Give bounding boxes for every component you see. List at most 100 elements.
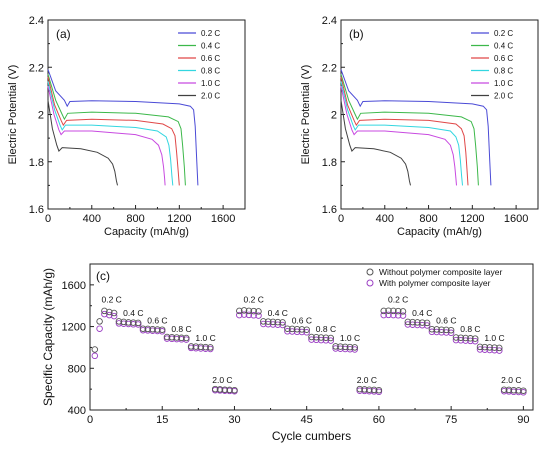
legend-label: 0.6 C [494, 54, 513, 63]
data-point [356, 385, 363, 393]
series-line-06c [340, 76, 469, 186]
series-line-04c [340, 74, 479, 186]
data-point [486, 344, 493, 351]
data-point [510, 386, 517, 394]
data-point [414, 319, 421, 326]
data-point [433, 326, 440, 333]
data-point [91, 352, 99, 360]
x-tick-label: 45 [301, 414, 313, 426]
data-point [298, 326, 306, 333]
series-line-06c [47, 76, 180, 186]
x-tick-label: 0 [338, 213, 344, 225]
y-tick-label: 1.6 [29, 204, 44, 216]
x-tick-label: 1600 [504, 213, 528, 225]
data-point [173, 334, 180, 341]
data-point [231, 386, 238, 394]
legend-label: 0.2 C [494, 29, 513, 38]
data-point [399, 308, 407, 315]
data-point [245, 307, 253, 315]
data-point [255, 308, 262, 315]
series-line-20c [340, 100, 411, 186]
data-point [462, 334, 469, 342]
data-point [139, 325, 147, 332]
rate-label: 2.0 C [357, 375, 377, 385]
y-tick-label: 1600 [62, 280, 86, 292]
data-point [288, 325, 296, 333]
data-point [250, 307, 257, 315]
series-line-10c [47, 85, 166, 186]
panel-b: 0 400 800 1200 1600 1.6 1.8 2 2.2 2.4 Capacity (mA… [300, 15, 539, 238]
x-tick-label: 0 [45, 213, 51, 225]
panel-label: (a) [56, 27, 71, 41]
data-point [245, 311, 253, 319]
y-tick-label: 2.2 [29, 62, 44, 74]
data-point [327, 334, 335, 342]
x-tick-label: 1200 [167, 213, 191, 225]
data-point [183, 334, 190, 342]
x-tick-label: 400 [376, 213, 394, 225]
panel-label: (b) [349, 27, 364, 41]
series-line-02c [47, 69, 199, 186]
legend-label: 0.6 C [201, 54, 220, 63]
y-tick-label: 2.2 [322, 62, 337, 74]
y-tick-label: 2 [331, 110, 337, 122]
rate-label: 0.8 C [171, 324, 191, 334]
data-point [428, 325, 436, 333]
data-point [106, 308, 113, 316]
panel-label: (c) [96, 269, 110, 283]
data-point [187, 343, 195, 350]
legend-label: 0.8 C [494, 67, 513, 76]
legend-label: 1.0 C [201, 79, 220, 88]
data-point [370, 386, 378, 394]
data-point [130, 319, 137, 326]
data-point [346, 343, 354, 351]
data-point [457, 334, 465, 341]
legend-marker [366, 268, 374, 276]
rate-label: 0.4 C [123, 308, 143, 318]
legend-label: 0.8 C [201, 67, 220, 76]
rate-label: 0.4 C [268, 308, 288, 318]
rate-label: 0.8 C [460, 324, 480, 334]
data-point [269, 318, 277, 326]
rate-label: 0.2 C [388, 295, 408, 305]
rate-label: 0.6 C [147, 315, 167, 325]
data-point [284, 325, 291, 332]
legend-label: With polymer composite layer [379, 278, 491, 288]
rate-label: 2.0 C [501, 375, 521, 385]
data-point [96, 325, 103, 332]
data-point [399, 312, 407, 319]
data-point [452, 334, 460, 341]
data-point [158, 326, 166, 333]
data-point [115, 318, 123, 325]
y-axis-label: Specific Capacity (mAh/g) [41, 268, 55, 406]
y-axis-label: Electric Potential (V) [300, 65, 312, 165]
series-line-02c [340, 69, 492, 186]
y-tick-label: 1200 [62, 322, 86, 334]
x-tick-label: 15 [156, 414, 168, 426]
data-point [520, 387, 527, 394]
data-point [500, 386, 508, 393]
data-point [293, 325, 301, 333]
data-point [168, 333, 176, 341]
rate-label: 0.6 C [292, 315, 312, 325]
series-line-10c [340, 85, 457, 186]
data-point [134, 319, 142, 327]
x-axis-label: Capacity (mAh/g) [397, 226, 482, 238]
rate-label: 0.6 C [436, 315, 456, 325]
panel-c: 0 15 30 45 60 75 90 400 800 1200 1600 Cycle cumbers… [41, 263, 534, 443]
data-point [221, 386, 229, 393]
x-tick-label: 1600 [211, 213, 235, 225]
data-point [481, 343, 489, 351]
data-point [91, 346, 99, 353]
data-point [144, 325, 152, 333]
y-tick-label: 2.4 [322, 15, 337, 27]
data-point [250, 312, 257, 319]
data-point [390, 311, 397, 319]
data-point [211, 385, 219, 393]
legend-label: 0.4 C [201, 42, 220, 51]
x-tick-label: 30 [228, 414, 240, 426]
x-axis-label: Capacity (mAh/g) [104, 226, 189, 238]
x-tick-label: 75 [445, 414, 457, 426]
rate-label: 2.0 C [212, 375, 232, 385]
data-point [409, 318, 416, 326]
